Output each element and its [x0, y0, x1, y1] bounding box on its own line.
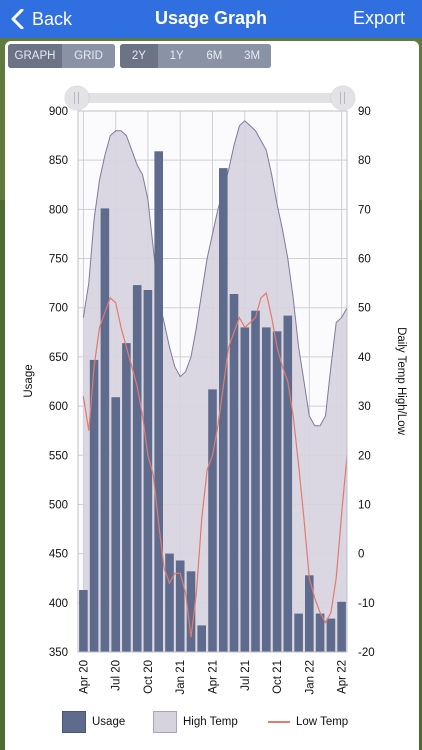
y2-tick-label: 80	[358, 155, 371, 167]
y-tick-label: 650	[49, 352, 68, 364]
usage-bar	[143, 290, 153, 652]
background-edge-left	[0, 200, 6, 750]
x-tick-label: Oct 20	[143, 660, 155, 694]
y2-tick-label: 20	[358, 450, 371, 462]
view-option-graph[interactable]: GRAPH	[8, 44, 62, 68]
legend-swatch-usage	[62, 711, 86, 733]
usage-bar	[337, 601, 346, 652]
chevron-left-icon	[11, 9, 24, 29]
back-label: Back	[32, 8, 73, 29]
y-tick-label: 550	[49, 450, 68, 462]
x-tick-label: Apr 21	[208, 660, 220, 694]
x-tick-label: Oct 21	[272, 660, 284, 694]
x-tick-label: Jul 21	[240, 660, 252, 691]
usage-bar	[175, 560, 185, 652]
legend-label-usage: Usage	[92, 716, 126, 728]
range-slider-track[interactable]	[69, 93, 351, 103]
chart-legend: Usage High Temp Low Temp	[62, 710, 362, 734]
low-temp-line	[82, 291, 348, 638]
y2-axis-title: Daily Temp High/Low	[395, 327, 407, 436]
page-title: Usage Graph	[154, 8, 268, 28]
y-tick-label: 900	[49, 106, 68, 118]
y2-tick-label: 70	[358, 204, 371, 216]
usage-bar	[305, 575, 314, 652]
x-tick-label: Jan 21	[175, 660, 187, 695]
usage-bar	[132, 285, 142, 652]
usage-bar	[262, 327, 271, 652]
legend-label-high-temp: High Temp	[183, 716, 238, 728]
y2-tick-label: 0	[358, 549, 364, 561]
y-tick-label: 450	[49, 549, 68, 561]
usage-bar	[79, 590, 88, 652]
background-edge-right	[416, 200, 422, 750]
y2-tick-label: -20	[358, 647, 375, 659]
y-tick-label: 850	[49, 155, 68, 167]
plot-border	[77, 110, 348, 653]
navigation-bar: Back Usage Graph Export	[0, 0, 422, 38]
usage-bar	[240, 327, 250, 652]
range-toggle: 2Y 1Y 6M 3M	[120, 44, 271, 68]
range-option-6m[interactable]: 6M	[195, 44, 234, 68]
usage-bar	[111, 397, 120, 652]
export-button[interactable]: Export	[352, 8, 405, 28]
usage-bar	[251, 310, 260, 652]
y2-tick-label: 40	[358, 352, 371, 364]
usage-bar	[89, 359, 99, 652]
range-slider-end-handle[interactable]	[331, 86, 355, 110]
usage-bar	[272, 331, 282, 652]
usage-bar	[315, 613, 325, 652]
y2-tick-label: 60	[358, 254, 371, 266]
legend-item-high-temp: High Temp	[153, 710, 238, 734]
y-tick-label: 600	[49, 401, 68, 413]
usage-bar	[229, 294, 239, 652]
legend-item-low-temp: Low Temp	[268, 710, 348, 734]
y2-tick-label: 30	[358, 401, 371, 413]
y2-tick-label: 90	[358, 106, 371, 118]
x-tick-label: Jul 20	[111, 660, 123, 691]
y-tick-label: 800	[49, 204, 68, 216]
usage-bar	[219, 168, 228, 652]
x-tick-label: Apr 20	[78, 660, 90, 694]
range-slider-start-handle[interactable]	[65, 86, 89, 110]
range-option-3m[interactable]: 3M	[233, 44, 271, 68]
usage-bar	[326, 618, 336, 652]
legend-swatch-high-temp	[153, 711, 177, 733]
view-toggle: GRAPH GRID	[8, 44, 115, 68]
y2-tick-label: 10	[358, 499, 371, 511]
usage-bar	[197, 625, 206, 652]
x-tick-label: Jan 22	[304, 660, 316, 695]
y-tick-label: 500	[49, 499, 68, 511]
y-tick-label: 350	[49, 647, 68, 659]
y2-tick-label: 50	[358, 303, 371, 315]
usage-bar	[294, 613, 303, 652]
view-option-grid[interactable]: GRID	[62, 44, 115, 68]
usage-bar	[208, 389, 217, 652]
range-option-2y[interactable]: 2Y	[120, 44, 158, 68]
y2-tick-label: -10	[358, 598, 375, 610]
usage-bar	[283, 315, 293, 652]
y-axis-title: Usage	[23, 364, 35, 397]
y-tick-label: 700	[49, 303, 68, 315]
y-tick-label: 750	[49, 254, 68, 266]
x-tick-label: Apr 22	[337, 660, 349, 694]
usage-bar	[154, 151, 163, 653]
legend-item-usage: Usage	[62, 710, 125, 734]
usage-bar	[165, 553, 174, 652]
back-button[interactable]: Back	[10, 7, 72, 31]
legend-label-low-temp: Low Temp	[296, 716, 349, 728]
high-temp-line	[82, 120, 348, 427]
range-option-1y[interactable]: 1Y	[157, 44, 196, 68]
usage-bar	[186, 571, 196, 652]
usage-bar	[122, 343, 131, 652]
legend-swatch-low-temp	[268, 721, 290, 723]
y-tick-label: 400	[49, 598, 68, 610]
usage-bar	[100, 208, 110, 652]
